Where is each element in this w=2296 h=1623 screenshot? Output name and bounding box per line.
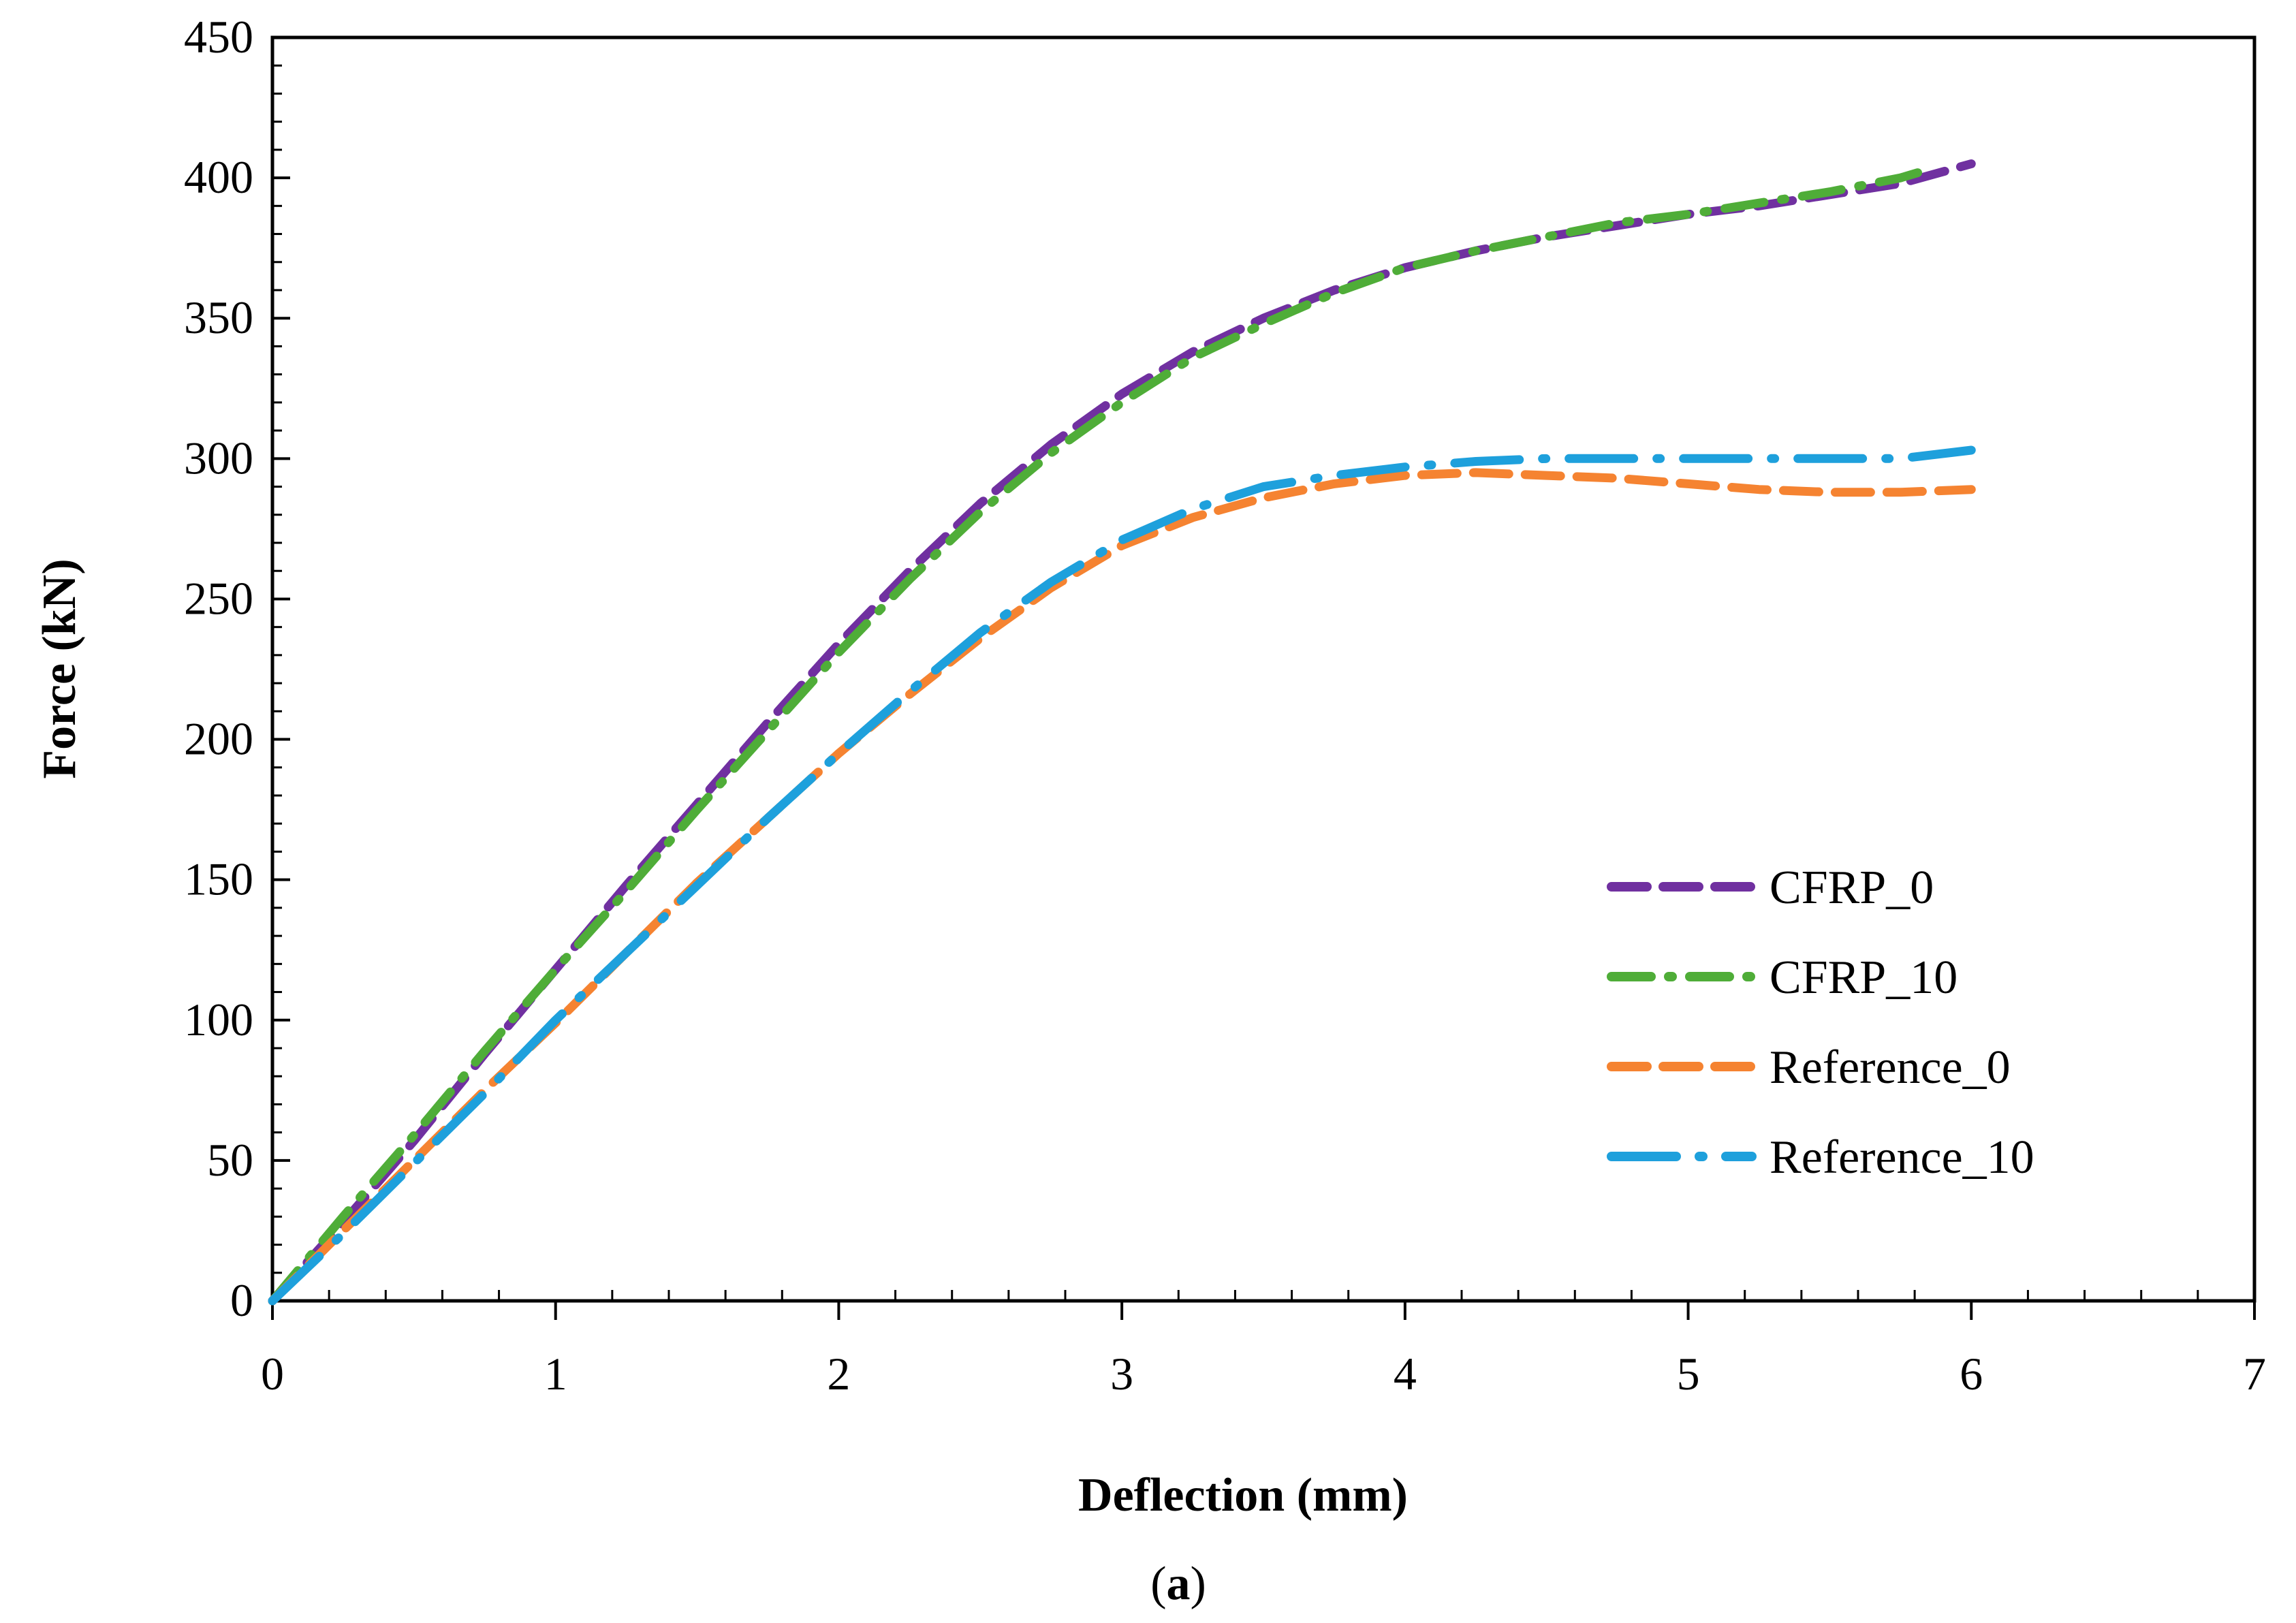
y-tick-label: 250 xyxy=(184,572,253,624)
x-tick-label: 7 xyxy=(2243,1348,2266,1400)
caption-close-paren: ) xyxy=(1191,1558,1206,1610)
y-axis-title: Force (kN) xyxy=(33,558,86,778)
y-tick-label: 200 xyxy=(184,713,253,765)
legend-label-reference-10: Reference_10 xyxy=(1770,1131,2034,1184)
y-tick-label: 0 xyxy=(230,1274,253,1326)
y-tick-label: 450 xyxy=(184,11,253,63)
series-line-reference-10 xyxy=(268,445,1976,1306)
figure-caption: (a) xyxy=(1150,1558,1206,1610)
x-axis: 0 1 2 3 4 5 6 7 xyxy=(261,1290,2266,1400)
caption-open-paren: ( xyxy=(1150,1558,1166,1610)
x-tick-label: 0 xyxy=(261,1348,284,1400)
series-line-cfrp-10 xyxy=(268,165,1934,1306)
y-tick-label: 100 xyxy=(184,994,253,1045)
legend-label-cfrp-10: CFRP_10 xyxy=(1770,951,1957,1004)
y-tick-label: 50 xyxy=(207,1134,253,1186)
x-tick-label: 4 xyxy=(1394,1348,1417,1400)
y-tick-label: 400 xyxy=(184,151,253,203)
y-axis: 0 50 100 150 200 250 300 350 400 450 xyxy=(184,11,290,1326)
series-lines xyxy=(268,159,1976,1306)
x-tick-label: 1 xyxy=(544,1348,567,1400)
x-axis-title: Deflection (mm) xyxy=(1078,1469,1408,1522)
y-tick-label: 150 xyxy=(184,853,253,905)
legend: CFRP_0 CFRP_10 Reference_0 Reference_10 xyxy=(1607,862,2034,1184)
legend-label-cfrp-0: CFRP_0 xyxy=(1770,862,1934,914)
x-tick-label: 2 xyxy=(827,1348,850,1400)
legend-label-reference-0: Reference_0 xyxy=(1770,1041,2011,1094)
x-tick-label: 5 xyxy=(1677,1348,1700,1400)
y-tick-label: 350 xyxy=(184,291,253,343)
x-tick-label: 3 xyxy=(1110,1348,1133,1400)
plot-frame xyxy=(270,35,2256,1303)
x-tick-label: 6 xyxy=(1960,1348,1983,1400)
caption-letter: a xyxy=(1167,1558,1191,1610)
y-tick-label: 300 xyxy=(184,432,253,484)
